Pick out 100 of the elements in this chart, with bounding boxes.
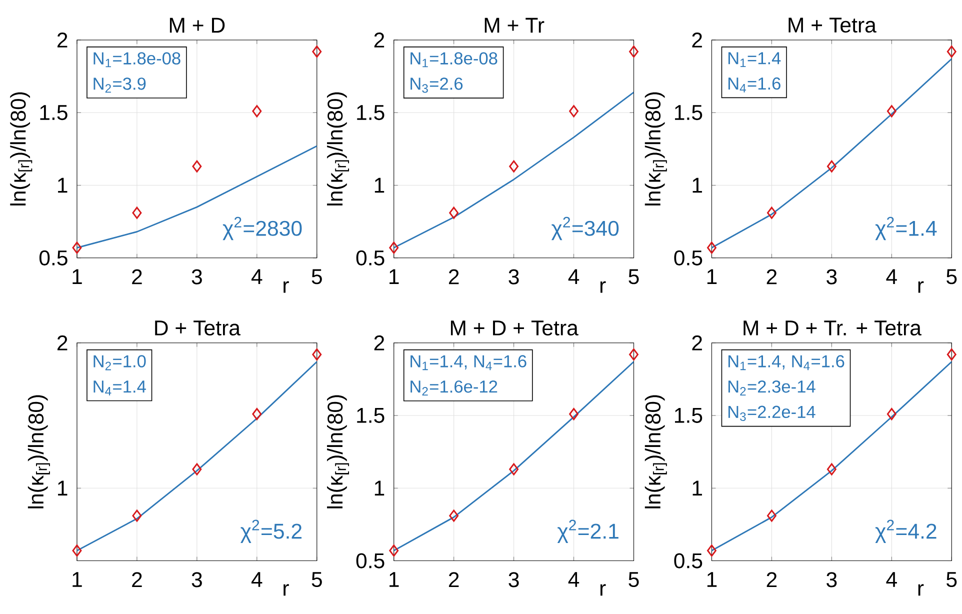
point xyxy=(509,160,519,173)
x-tick-label: 4 xyxy=(568,269,580,284)
x-tick-label: 4 xyxy=(568,572,580,587)
point xyxy=(252,408,262,420)
y-tick-label: 0.5 xyxy=(356,553,384,568)
x-axis-title: r xyxy=(284,281,289,293)
point xyxy=(826,463,836,476)
annotation: χ$^{2}$=4.2 xyxy=(875,520,936,544)
point xyxy=(312,348,322,361)
annotation: N$_{2}$=1.6e-12 xyxy=(410,380,498,396)
annotation: N$_{4}$=1.4 xyxy=(94,380,146,396)
y-axis-title: ln(κ$_{[r]}$)/ln(80) xyxy=(327,395,350,508)
y-tick-label: 0.5 xyxy=(39,250,68,266)
x-tick-label: 5 xyxy=(946,269,957,284)
x-tick-label: 5 xyxy=(312,572,322,588)
y-tick-label: 1.5 xyxy=(40,105,68,120)
y-axis-title: ln(κ$_{[r]}$)/ln(80) xyxy=(327,92,350,206)
y-tick-label: 2 xyxy=(692,32,702,48)
annotation: N$_{1}$=1.4 xyxy=(728,52,781,68)
point xyxy=(569,105,579,118)
chart-title: M + D xyxy=(170,18,225,33)
y-tick-label: 1.5 xyxy=(357,408,384,424)
x-tick-label: 1 xyxy=(390,572,399,587)
annotation: N$_{1}$=1.4, N$_{4}$=1.6 xyxy=(410,355,526,370)
point xyxy=(389,242,399,254)
point xyxy=(449,206,459,220)
point xyxy=(449,510,459,522)
annotation: χ$^{2}$=1.4 xyxy=(875,217,937,240)
y-tick-label: 0.5 xyxy=(356,250,384,266)
y-tick-label: 1 xyxy=(692,178,702,193)
annotation: N$_{1}$=1.8e-08 xyxy=(410,52,498,68)
annotation: N$_{2}$=3.9 xyxy=(94,78,146,93)
x-tick-label: 4 xyxy=(251,269,262,284)
annotation: N$_{1}$=1.8e-08 xyxy=(94,52,180,68)
y-tick-label: 1.5 xyxy=(675,408,702,424)
point xyxy=(132,510,142,522)
point xyxy=(192,160,202,173)
annotation: N$_{1}$=1.4, N$_{4}$=1.6 xyxy=(728,355,844,370)
point xyxy=(707,544,716,557)
x-tick-label: 3 xyxy=(826,269,837,284)
point xyxy=(886,408,896,420)
point xyxy=(132,206,142,220)
chart-title: M + Tetra xyxy=(788,18,876,33)
y-tick-label: 2 xyxy=(692,336,702,350)
x-tick-label: 5 xyxy=(946,572,957,588)
x-tick-label: 3 xyxy=(826,572,837,588)
point xyxy=(946,46,956,58)
y-tick-label: 1 xyxy=(58,178,68,193)
y-tick-label: 2 xyxy=(374,336,384,350)
x-tick-label: 2 xyxy=(766,269,777,284)
y-tick-label: 0.5 xyxy=(674,553,702,568)
annotation: N$_{2}$=2.3e-14 xyxy=(728,380,816,396)
x-tick-label: 3 xyxy=(508,572,519,588)
point xyxy=(389,544,399,557)
x-tick-label: 5 xyxy=(312,269,322,284)
point xyxy=(312,46,322,58)
y-axis-title: ln(κ$_{[r]}$)/ln(80) xyxy=(28,395,50,508)
x-axis-title: r xyxy=(918,281,924,293)
x-axis-title: r xyxy=(600,584,606,596)
point xyxy=(509,463,519,476)
annotation: N$_{2}$=1.0 xyxy=(94,355,146,370)
y-axis-title: ln(κ$_{[r]}$)/ln(80) xyxy=(644,395,667,508)
line-series xyxy=(394,92,634,249)
x-tick-label: 2 xyxy=(448,269,459,284)
x-axis-title: r xyxy=(600,281,606,293)
chart-title: M + D + Tr. + Tetra xyxy=(744,320,922,336)
y-tick-label: 1 xyxy=(58,480,68,496)
x-tick-label: 5 xyxy=(628,269,639,284)
point xyxy=(629,46,638,58)
x-tick-label: 4 xyxy=(251,572,262,587)
x-tick-label: 2 xyxy=(448,572,459,588)
point xyxy=(629,348,638,361)
x-tick-label: 1 xyxy=(707,572,717,587)
annotation: χ$^{2}$=340 xyxy=(551,217,619,240)
x-tick-label: 5 xyxy=(628,572,639,588)
x-axis-title: r xyxy=(284,584,289,596)
chart-title: M + D + Tetra xyxy=(450,320,578,336)
y-tick-label: 1 xyxy=(374,178,384,193)
y-tick-label: 2 xyxy=(57,32,68,48)
point xyxy=(826,160,836,173)
x-tick-label: 2 xyxy=(132,572,142,588)
x-tick-label: 1 xyxy=(72,572,82,587)
point xyxy=(72,544,82,557)
y-tick-label: 1.5 xyxy=(675,105,702,120)
point xyxy=(946,348,956,361)
y-tick-label: 2 xyxy=(374,32,384,48)
x-tick-label: 2 xyxy=(766,572,777,588)
x-tick-label: 1 xyxy=(72,269,82,284)
y-axis-title: ln(κ$_{[r]}$)/ln(80) xyxy=(10,92,32,206)
y-tick-label: 0.5 xyxy=(674,250,702,266)
annotation: N$_{4}$=1.6 xyxy=(728,78,780,92)
annotation: χ$^{2}$=5.2 xyxy=(240,520,302,544)
y-tick-label: 2 xyxy=(57,336,68,350)
annotation: χ$^{2}$=2830 xyxy=(222,217,302,240)
x-axis-title: r xyxy=(918,584,924,596)
x-tick-label: 2 xyxy=(132,269,142,284)
annotation: N$_{3}$=2.6 xyxy=(410,78,463,93)
x-tick-label: 4 xyxy=(886,572,897,587)
x-tick-label: 3 xyxy=(508,269,519,284)
point xyxy=(766,206,776,220)
